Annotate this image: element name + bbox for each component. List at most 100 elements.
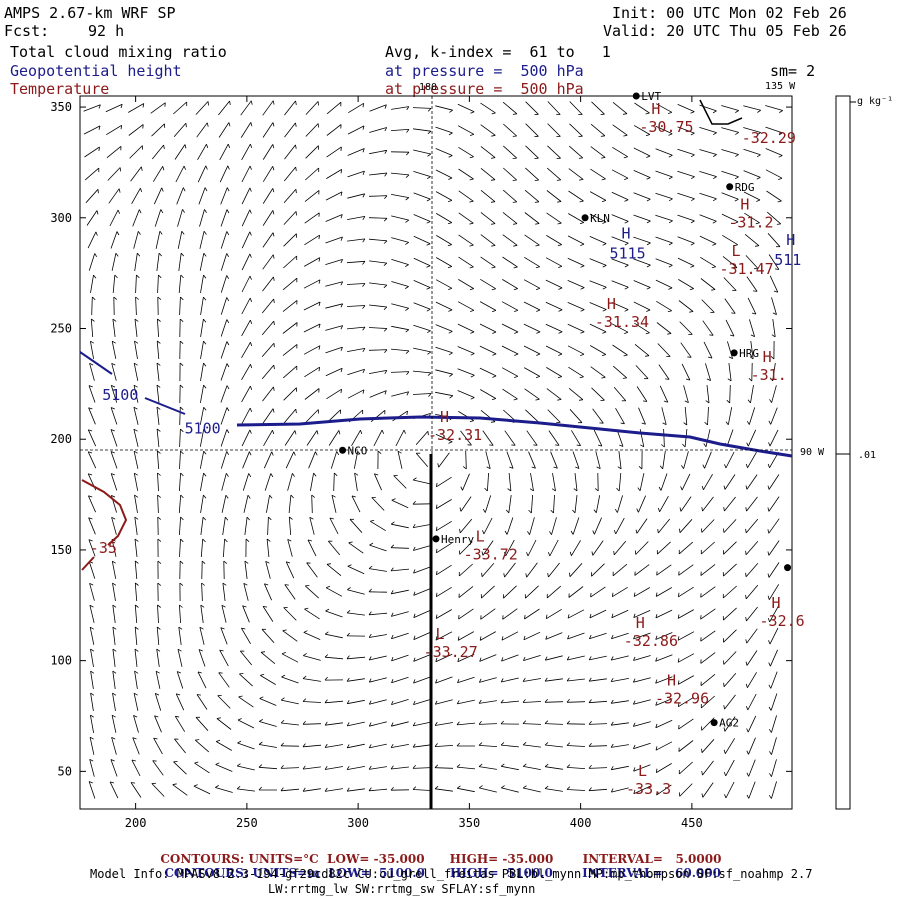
wind-barb — [546, 167, 562, 181]
wind-barb — [304, 366, 320, 378]
x-tick-label: 300 — [347, 816, 369, 830]
wind-barb — [633, 742, 651, 750]
wind-barb-feather — [500, 678, 504, 683]
wind-barb — [308, 451, 316, 469]
wind-barb-feather — [182, 187, 186, 192]
wind-barb — [241, 297, 251, 315]
wind-barb — [481, 562, 495, 578]
wind-barb-feather — [203, 296, 207, 301]
wind-barb — [130, 782, 142, 798]
wind-barb-feather — [750, 334, 755, 337]
wind-barb-feather — [490, 201, 496, 203]
wind-barb-feather — [457, 657, 460, 662]
wind-barb-feather — [324, 743, 328, 748]
wind-barb — [725, 781, 735, 799]
wind-barb-feather — [448, 441, 453, 444]
wind-barb-feather — [469, 200, 474, 203]
wind-barb-feather — [179, 604, 183, 608]
wind-barb-feather — [384, 127, 388, 132]
wind-barb-feather — [624, 242, 629, 246]
wind-barb-feather — [668, 287, 673, 290]
wind-barb — [501, 301, 519, 311]
wind-barb — [413, 171, 431, 177]
wind-barb — [634, 125, 650, 135]
wind-barb — [262, 122, 274, 138]
wind-barb — [678, 541, 694, 555]
station-marker — [710, 719, 718, 727]
lon-label-90w: 90 W — [800, 447, 825, 458]
wind-barb-feather — [503, 573, 505, 578]
wind-barb-feather — [745, 661, 748, 666]
wind-barb-feather — [596, 466, 601, 470]
wind-barb — [112, 693, 116, 711]
wind-barb — [633, 721, 651, 727]
wind-barb-feather — [384, 172, 388, 177]
wind-barb — [179, 516, 181, 536]
wind-barb — [701, 519, 715, 533]
wind-barb — [525, 409, 539, 423]
wind-barb-feather — [490, 179, 496, 181]
wind-barb — [305, 409, 319, 423]
wind-barb-feather — [413, 679, 416, 684]
wind-barb — [462, 473, 470, 491]
wind-barb — [302, 701, 322, 703]
wind-barb-feather — [478, 763, 483, 767]
wind-barb-feather — [250, 342, 253, 347]
wind-barb-feather — [242, 605, 247, 608]
wind-barb-feather — [745, 463, 748, 468]
wind-barb-feather — [362, 193, 366, 198]
wind-barb — [221, 605, 227, 623]
wind-barb-feather — [662, 422, 667, 426]
wind-barb-feather — [391, 679, 394, 683]
wind-barb — [705, 363, 711, 381]
wind-barb — [238, 696, 254, 708]
wind-barb — [591, 101, 605, 115]
wind-barb — [702, 320, 714, 336]
wind-barb-feather — [535, 287, 541, 291]
wind-barb — [194, 762, 210, 774]
wind-barb-feather — [98, 104, 101, 109]
wind-barb-feather — [491, 223, 496, 225]
wind-barb-feather — [249, 407, 252, 412]
wind-barb-feather — [690, 265, 695, 268]
wind-barb — [728, 363, 732, 381]
wind-barb — [501, 765, 519, 771]
wind-barb — [770, 671, 778, 689]
wind-barb — [217, 695, 231, 709]
wind-barb — [131, 188, 141, 204]
wind-barb-feather — [135, 296, 139, 300]
wind-barb-feather — [140, 188, 143, 193]
wind-barb — [503, 123, 517, 137]
wind-barb — [325, 633, 343, 639]
wind-barb-feather — [680, 486, 683, 491]
wind-barb-feather — [491, 245, 496, 247]
wind-barb — [326, 169, 342, 179]
wind-barb-feather — [340, 303, 344, 308]
wind-barb-feather — [712, 243, 717, 246]
wind-barb-feather — [478, 785, 483, 789]
wind-barb-feather — [158, 274, 162, 279]
plot-frame — [79, 95, 793, 810]
wind-barb — [153, 187, 163, 205]
wind-barb — [153, 737, 163, 755]
wind-barb — [413, 192, 431, 200]
wind-barb — [413, 149, 431, 155]
wind-barb — [723, 651, 737, 665]
wind-barb — [480, 389, 496, 399]
wind-barb — [112, 274, 116, 294]
wind-barb-feather — [390, 567, 394, 572]
wind-barb — [283, 188, 297, 204]
wind-barb-feather — [436, 570, 438, 575]
wind-barb — [545, 744, 563, 748]
wind-barb-feather — [544, 720, 549, 724]
wind-barb-feather — [271, 451, 274, 456]
wind-barb — [772, 319, 776, 337]
wind-barb-feather — [513, 266, 518, 269]
wind-barb — [722, 256, 738, 268]
wind-barb-feather — [112, 318, 117, 322]
wind-barb — [390, 129, 410, 131]
wind-barb-feather — [522, 699, 526, 703]
wind-barb-feather — [94, 253, 98, 258]
wind-barb-feather — [745, 528, 747, 533]
wind-barb — [766, 211, 782, 225]
